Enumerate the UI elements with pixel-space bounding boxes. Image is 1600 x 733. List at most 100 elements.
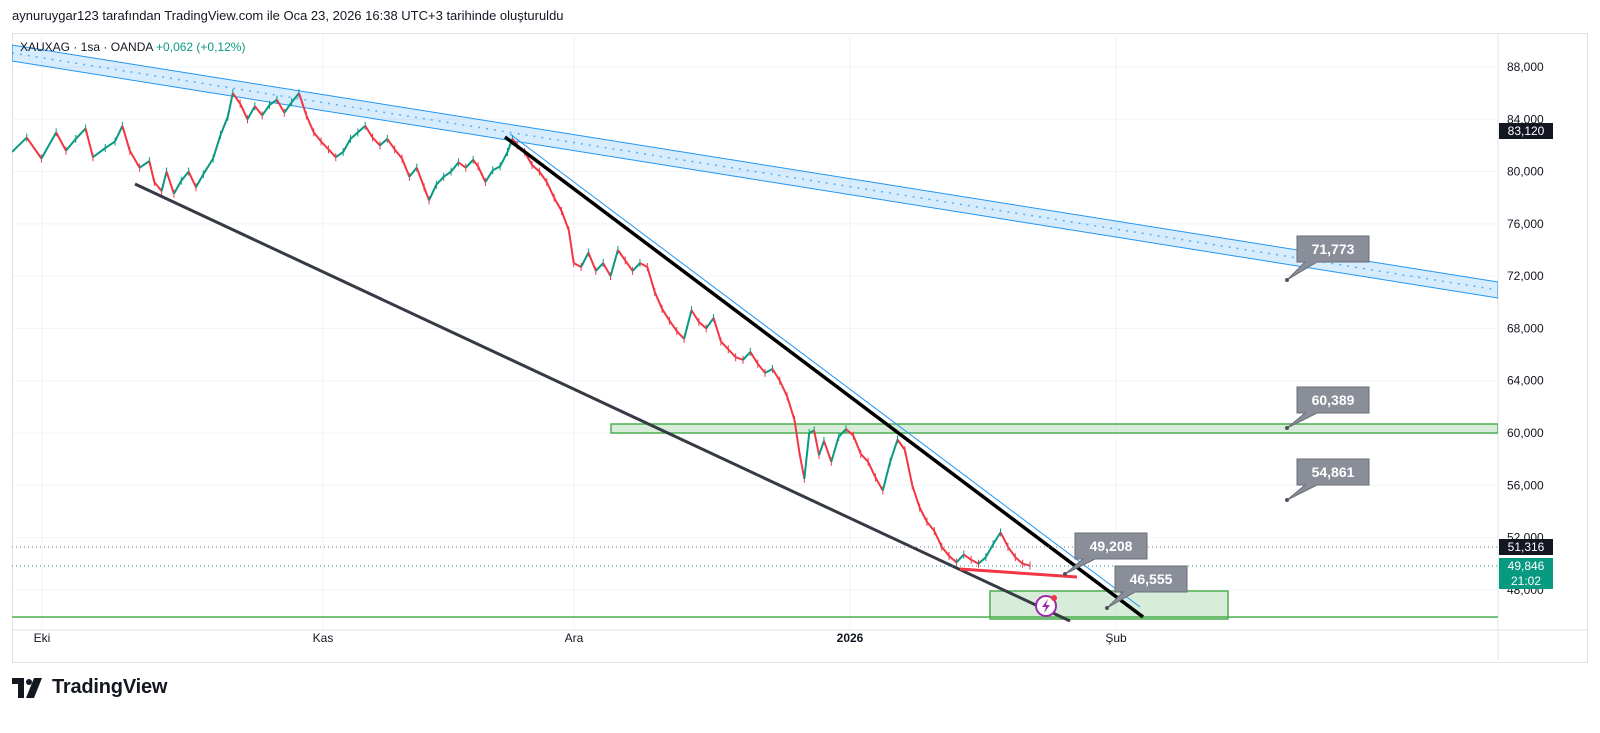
- price-segment[interactable]: [298, 92, 308, 116]
- price-segment[interactable]: [40, 131, 58, 159]
- price-segment[interactable]: [121, 125, 131, 151]
- price-segment[interactable]: [602, 262, 612, 277]
- price-segment[interactable]: [889, 439, 899, 463]
- tradingview-logo[interactable]: TradingView: [12, 676, 167, 699]
- price-segment[interactable]: [12, 136, 28, 153]
- price-segment[interactable]: [484, 169, 494, 183]
- price-callout[interactable]: 49,208: [1063, 532, 1148, 576]
- price-segment[interactable]: [379, 138, 388, 147]
- price-segment[interactable]: [948, 555, 958, 564]
- price-segment[interactable]: [918, 507, 928, 523]
- price-segment[interactable]: [335, 151, 344, 159]
- price-segment[interactable]: [712, 317, 722, 342]
- price-segment[interactable]: [261, 104, 271, 116]
- price-segment[interactable]: [492, 165, 501, 172]
- price-segment[interactable]: [114, 125, 124, 142]
- price-segment[interactable]: [933, 530, 943, 548]
- price-segment[interactable]: [239, 103, 249, 120]
- price-segment[interactable]: [661, 308, 671, 322]
- price-segment[interactable]: [538, 170, 548, 183]
- price-segment[interactable]: [195, 173, 205, 188]
- price-segment[interactable]: [401, 158, 411, 178]
- price-segment[interactable]: [727, 348, 737, 358]
- price-segment[interactable]: [545, 181, 556, 199]
- price-segment[interactable]: [609, 249, 619, 277]
- price-segment[interactable]: [984, 543, 995, 558]
- price-segment[interactable]: [683, 309, 693, 340]
- price-segment[interactable]: [881, 461, 892, 491]
- price-segment[interactable]: [837, 428, 847, 438]
- price-segment[interactable]: [653, 291, 663, 310]
- price-segment[interactable]: [698, 321, 707, 330]
- price-segment[interactable]: [587, 252, 597, 272]
- price-segment[interactable]: [553, 197, 563, 212]
- price-segment[interactable]: [580, 252, 590, 268]
- price-segment[interactable]: [595, 262, 604, 272]
- price-segment[interactable]: [926, 521, 936, 532]
- price-segment[interactable]: [408, 167, 418, 178]
- price-callout[interactable]: 54,861: [1285, 458, 1370, 502]
- price-callout[interactable]: 71,773: [1285, 235, 1370, 282]
- price-segment[interactable]: [92, 147, 106, 158]
- price-segment[interactable]: [668, 320, 678, 332]
- price-segment[interactable]: [219, 116, 229, 136]
- price-segment[interactable]: [823, 440, 833, 463]
- price-segment[interactable]: [443, 170, 452, 178]
- price-segment[interactable]: [371, 136, 381, 147]
- price-segment[interactable]: [435, 176, 445, 186]
- price-segment[interactable]: [104, 140, 116, 149]
- price-segment[interactable]: [305, 114, 315, 133]
- price-callout[interactable]: 60,389: [1285, 386, 1370, 430]
- price-segment[interactable]: [457, 161, 467, 169]
- price-segment[interactable]: [25, 137, 43, 160]
- price-segment[interactable]: [573, 262, 582, 268]
- price-segment[interactable]: [477, 165, 487, 183]
- target-zone[interactable]: [989, 590, 1229, 620]
- price-segment[interactable]: [139, 160, 150, 169]
- upper-trendline-shadow[interactable]: [509, 133, 1141, 608]
- price-segment[interactable]: [165, 171, 175, 195]
- price-segment[interactable]: [803, 432, 811, 479]
- price-segment[interactable]: [778, 380, 789, 397]
- price-segment[interactable]: [617, 249, 627, 262]
- price-segment[interactable]: [970, 558, 979, 565]
- price-segment[interactable]: [955, 553, 965, 564]
- price-segment[interactable]: [874, 476, 884, 492]
- price-segment[interactable]: [364, 125, 374, 139]
- price-segment[interactable]: [735, 356, 744, 361]
- price-callout[interactable]: 46,555: [1105, 565, 1188, 610]
- price-segment[interactable]: [690, 309, 700, 323]
- price-segment[interactable]: [428, 184, 438, 201]
- price-segment[interactable]: [903, 449, 914, 486]
- price-segment[interactable]: [423, 186, 430, 201]
- price-segment[interactable]: [212, 134, 222, 159]
- price-segment[interactable]: [180, 170, 190, 182]
- price-segment[interactable]: [1014, 556, 1024, 565]
- alert-dot-icon[interactable]: [1051, 595, 1057, 601]
- price-segment[interactable]: [386, 138, 396, 150]
- price-segment[interactable]: [992, 531, 1002, 545]
- price-segment[interactable]: [342, 138, 352, 153]
- price-segment[interactable]: [65, 138, 77, 152]
- price-segment[interactable]: [148, 160, 156, 183]
- price-segment[interactable]: [624, 259, 634, 272]
- price-segment[interactable]: [786, 396, 796, 421]
- price-segment[interactable]: [999, 531, 1009, 548]
- price-segment[interactable]: [357, 125, 366, 134]
- price-segment[interactable]: [268, 98, 278, 106]
- price-segment[interactable]: [793, 419, 801, 453]
- price-segment[interactable]: [818, 440, 825, 456]
- price-segment[interactable]: [226, 92, 234, 117]
- price-segment[interactable]: [676, 330, 685, 340]
- price-segment[interactable]: [860, 453, 869, 463]
- symbol-legend[interactable]: XAUXAG · 1sa · OANDA +0,062 (+0,12%): [20, 40, 245, 54]
- price-segment[interactable]: [415, 167, 426, 188]
- price-segment[interactable]: [646, 266, 656, 293]
- price-segment[interactable]: [231, 92, 241, 105]
- price-segment[interactable]: [349, 131, 359, 140]
- price-segment[interactable]: [465, 159, 474, 169]
- price-segment[interactable]: [75, 127, 87, 140]
- price-segment[interactable]: [764, 368, 773, 374]
- price-segment[interactable]: [246, 105, 256, 120]
